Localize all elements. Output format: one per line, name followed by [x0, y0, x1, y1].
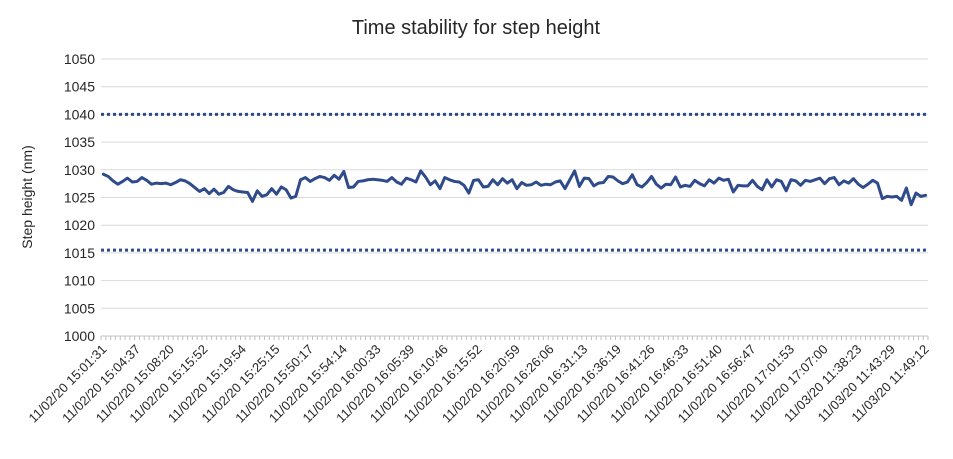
y-tick-label: 1020: [64, 217, 95, 233]
y-tick-label: 1045: [64, 79, 95, 95]
y-axis-ticks: 1000 1005 1010 1015 1020 1025 1030 1035 1040 1045…: [64, 51, 95, 344]
y-tick-label: 1025: [64, 190, 95, 206]
series-line-step-height: [101, 169, 928, 207]
y-tick-label: 1040: [64, 106, 95, 122]
chart-title: Time stability for step height: [352, 17, 601, 39]
y-tick-label: 1010: [64, 273, 95, 289]
y-tick-label: 1015: [64, 245, 95, 261]
series-layer: [101, 169, 928, 207]
y-tick-label: 1030: [64, 162, 95, 178]
y-tick-label: 1000: [64, 328, 95, 344]
y-tick-label: 1035: [64, 134, 95, 150]
y-tick-label: 1050: [64, 51, 95, 67]
y-axis-label: Step height (nm): [19, 145, 35, 249]
gridlines: [100, 58, 929, 340]
y-tick-label: 1005: [64, 300, 95, 316]
